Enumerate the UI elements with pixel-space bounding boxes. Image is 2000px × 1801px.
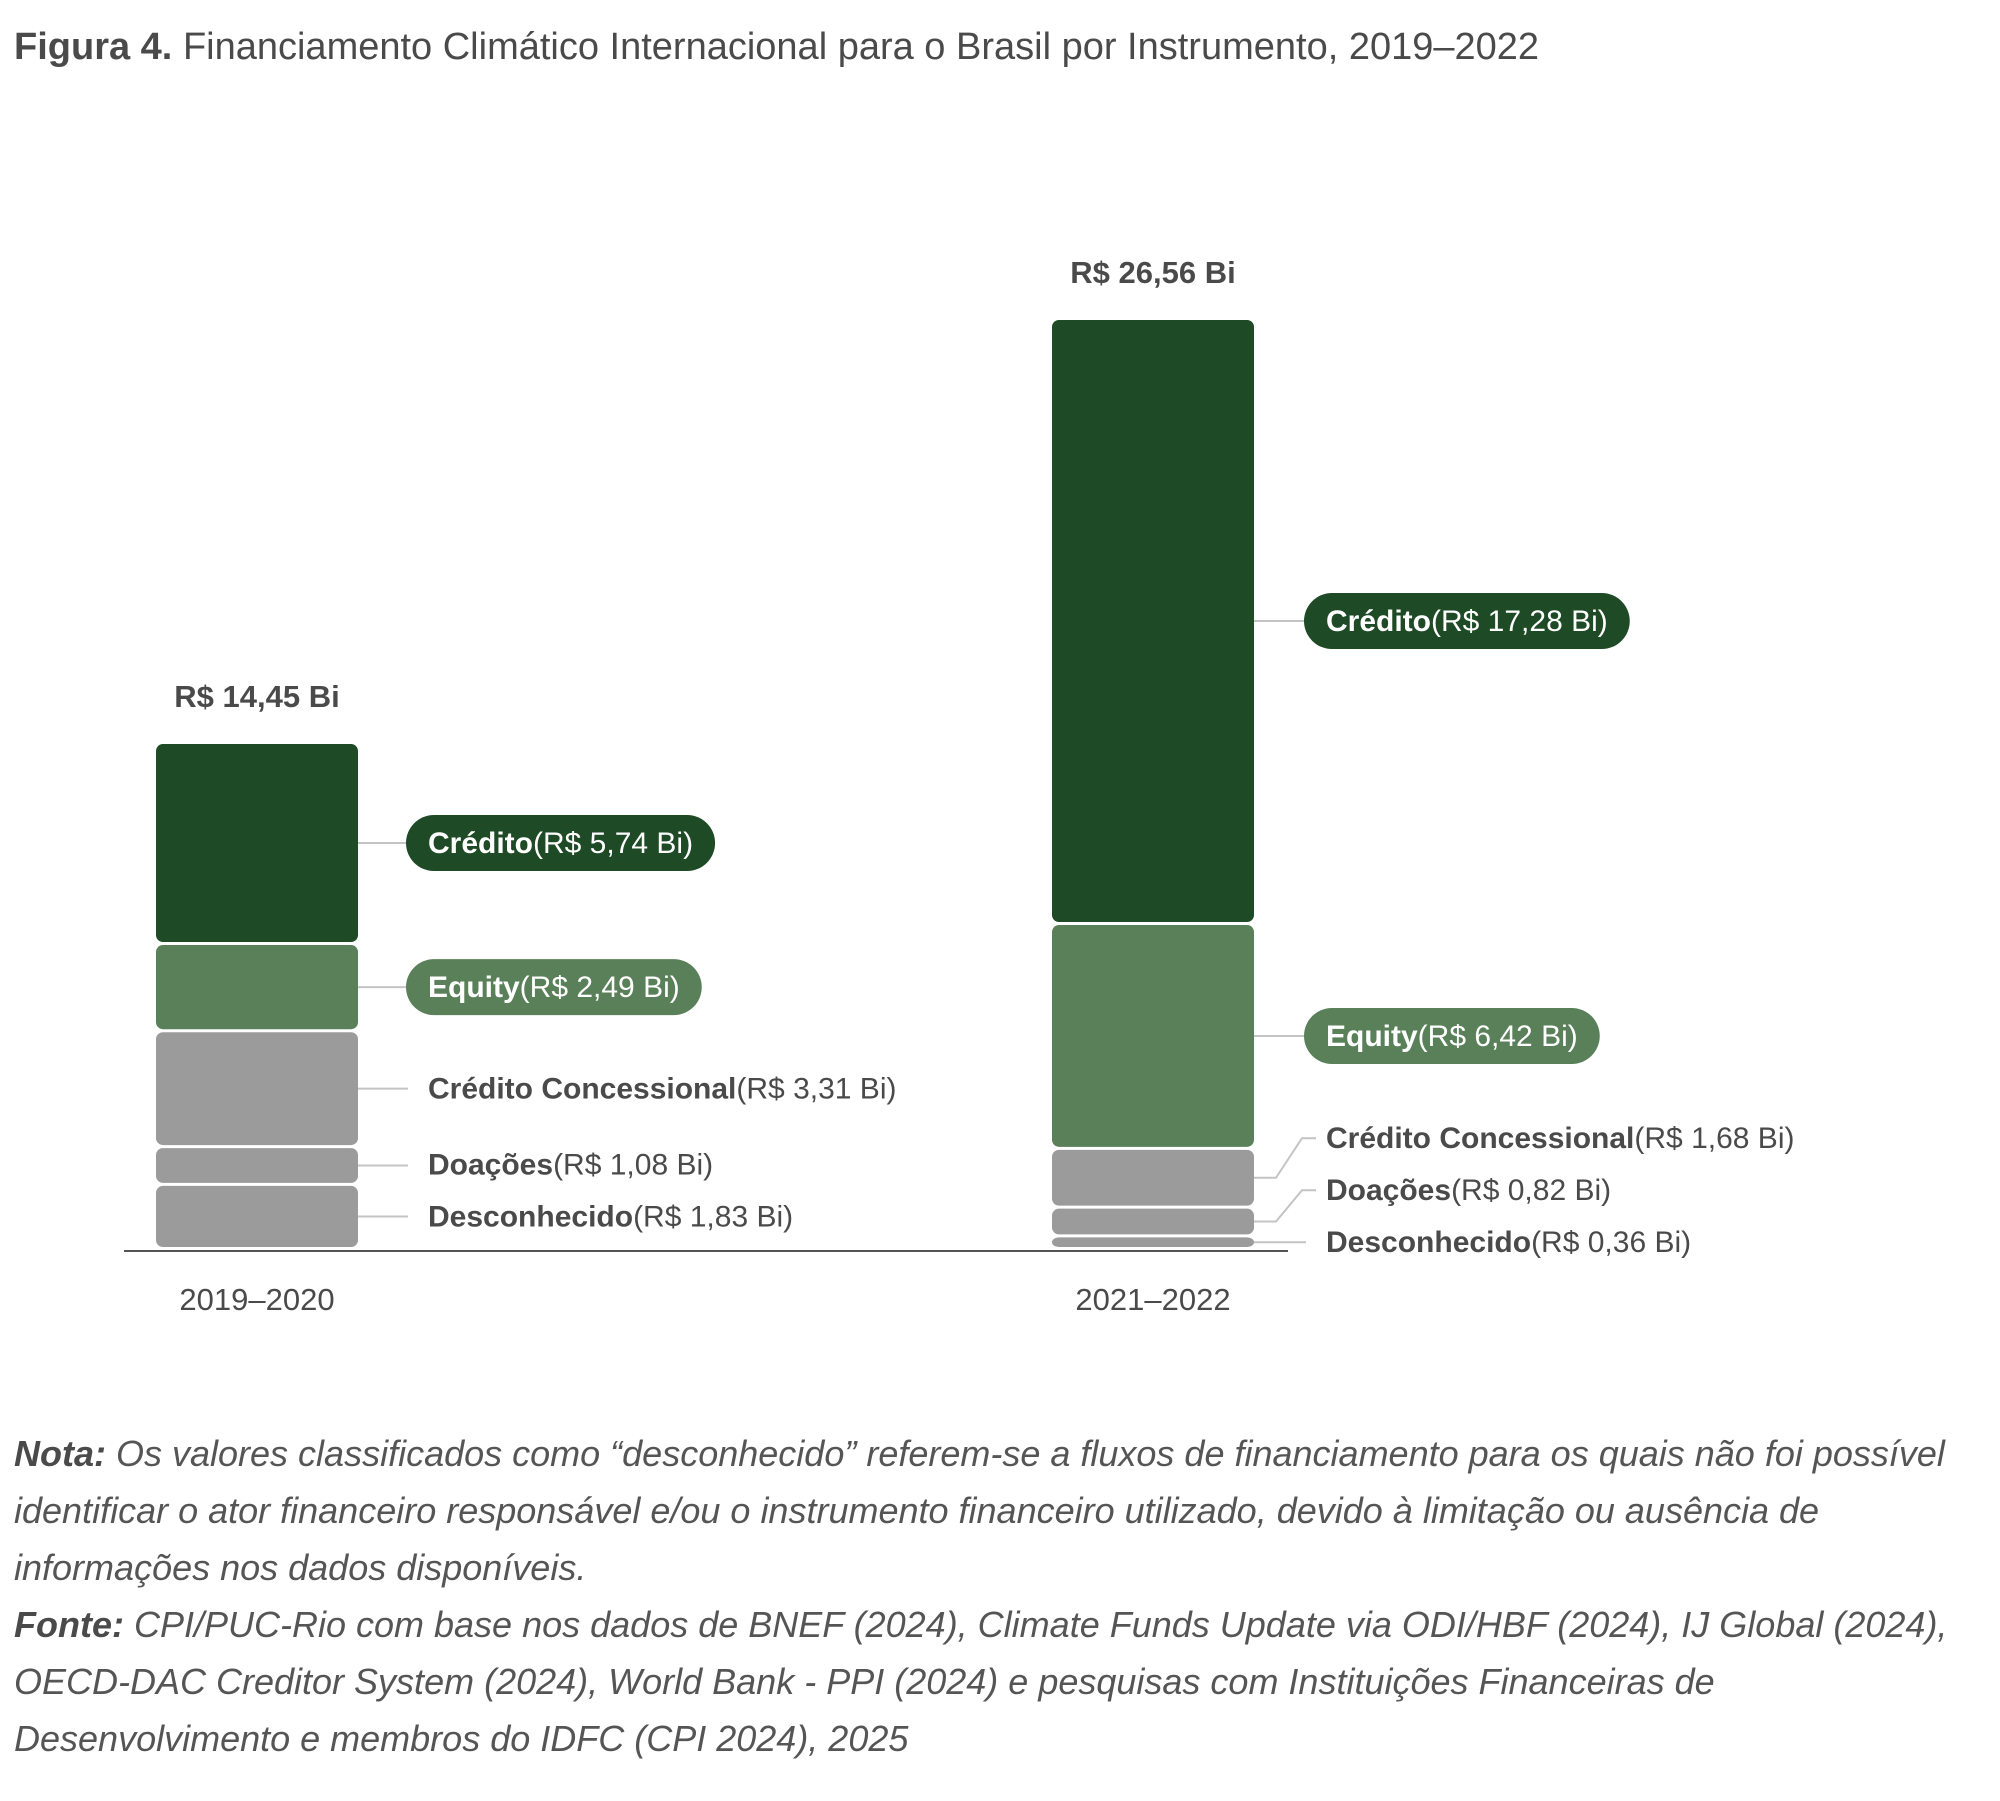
segment-label-value: (R$ 3,31 Bi) bbox=[736, 1073, 896, 1106]
segment-label-name: Crédito bbox=[1326, 605, 1431, 638]
label-pill-background bbox=[1304, 1007, 1600, 1064]
label-pill-background bbox=[406, 815, 716, 872]
x-tick-label: 2019–2020 bbox=[179, 1282, 334, 1317]
segment-label-name: Doações bbox=[1326, 1174, 1451, 1207]
segment-label-value: (R$ 1,68 Bi) bbox=[1634, 1122, 1794, 1155]
segment-label-name: Crédito bbox=[428, 827, 533, 860]
segment-label-name: Crédito Concessional bbox=[1326, 1122, 1634, 1155]
nota-paragraph: Nota: Os valores classificados como “des… bbox=[14, 1425, 1974, 1596]
label-leader-line bbox=[1254, 1137, 1316, 1179]
bar-segment-equity bbox=[156, 945, 358, 1030]
figure-title: Figura 4. Financiamento Climático Intern… bbox=[14, 26, 1539, 69]
bar-segment-cr-dito bbox=[1052, 320, 1254, 923]
bar-segment-doa-es bbox=[156, 1148, 358, 1183]
bar-segment-equity bbox=[1052, 925, 1254, 1147]
bar-segment-doa-es bbox=[1052, 1208, 1254, 1235]
label-pill-background bbox=[406, 959, 702, 1016]
segment-label-value: (R$ 1,83 Bi) bbox=[633, 1200, 793, 1233]
segment-label-name: Desconhecido bbox=[428, 1200, 633, 1233]
bar-total-label: R$ 14,45 Bi bbox=[174, 679, 339, 714]
figure-number: Figura 4. bbox=[14, 26, 173, 68]
label-leader-line bbox=[1254, 1189, 1316, 1223]
segment-label-value: (R$ 0,82 Bi) bbox=[1451, 1174, 1611, 1207]
segment-label-name: Desconhecido bbox=[1326, 1226, 1531, 1259]
segment-label-value: (R$ 2,49 Bi) bbox=[520, 971, 680, 1004]
figure-title-text: Financiamento Climático Internacional pa… bbox=[182, 26, 1540, 68]
figure-notes: Nota: Os valores classificados como “des… bbox=[14, 1425, 1974, 1767]
fonte-paragraph: Fonte: CPI/PUC-Rio com base nos dados de… bbox=[14, 1596, 1974, 1767]
segment-label-name: Equity bbox=[428, 971, 520, 1004]
bar-segment-cr-dito-concessional bbox=[1052, 1149, 1254, 1206]
nota-label: Nota: bbox=[14, 1433, 106, 1474]
fonte-label: Fonte: bbox=[14, 1604, 124, 1645]
bar-segment-cr-dito bbox=[156, 744, 358, 943]
bar-total-label: R$ 26,56 Bi bbox=[1070, 255, 1235, 290]
segment-label-value: (R$ 0,36 Bi) bbox=[1531, 1226, 1691, 1259]
bar-segment-desconhecido bbox=[1052, 1237, 1254, 1247]
segment-label-name: Equity bbox=[1326, 1020, 1418, 1053]
nota-text: Os valores classificados como “desconhec… bbox=[14, 1433, 1945, 1588]
bar-segment-desconhecido bbox=[156, 1185, 358, 1247]
segment-label-value: (R$ 5,74 Bi) bbox=[533, 827, 693, 860]
segment-label-name: Crédito Concessional bbox=[428, 1073, 736, 1106]
segment-label-value: (R$ 6,42 Bi) bbox=[1418, 1020, 1578, 1053]
fonte-text: CPI/PUC-Rio com base nos dados de BNEF (… bbox=[14, 1604, 1948, 1759]
x-tick-label: 2021–2022 bbox=[1075, 1282, 1230, 1317]
label-pill-background bbox=[1304, 593, 1630, 650]
segment-label-value: (R$ 1,08 Bi) bbox=[553, 1148, 713, 1181]
segment-label-value: (R$ 17,28 Bi) bbox=[1431, 605, 1608, 638]
bar-segment-cr-dito-concessional bbox=[156, 1032, 358, 1146]
segment-label-name: Doações bbox=[428, 1148, 553, 1181]
